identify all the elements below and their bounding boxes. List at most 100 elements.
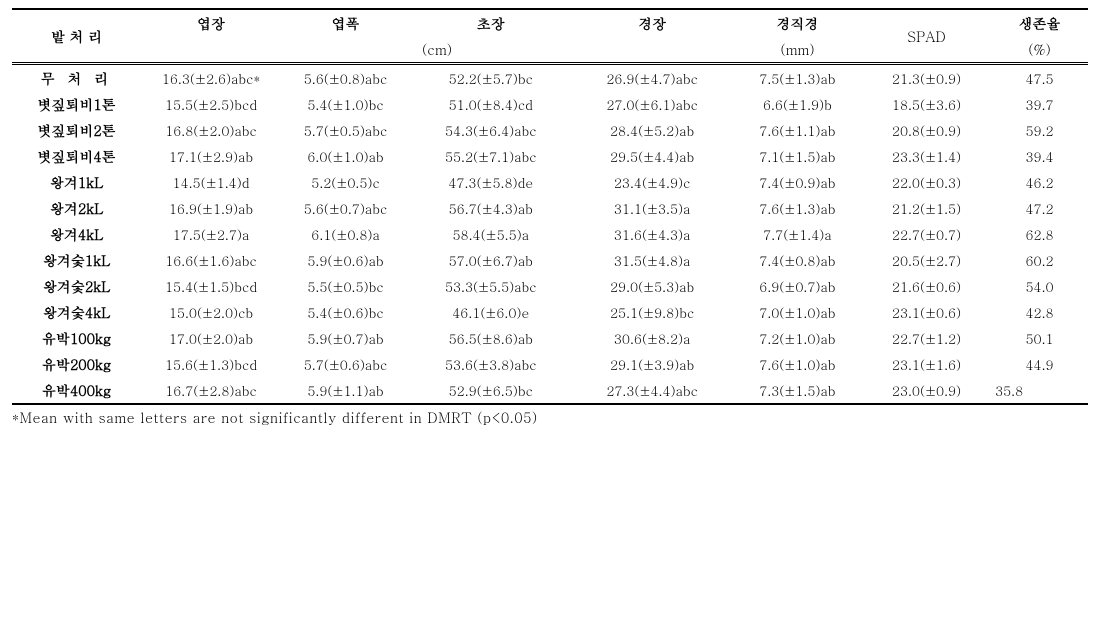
table-row: 유박100kg17.0(±2.0)ab5.9(±0.7)ab56.5(±8.6)… xyxy=(12,325,1088,351)
cell-treatment: 볏짚퇴비1톤 xyxy=(12,91,141,117)
cell-value: 16.9(±1.9)ab xyxy=(141,195,281,221)
cell-value: 16.7(±2.8)abc xyxy=(141,377,281,404)
cell-value: 17.5(±2.7)a xyxy=(141,221,281,247)
cell-treatment: 유박400kg xyxy=(12,377,141,404)
cell-value: 6.6(±1.9)b xyxy=(733,91,862,117)
cell-value: 23.3(±1.4) xyxy=(862,143,991,169)
unit-pct: (%) xyxy=(991,36,1088,64)
cell-value: 62.8 xyxy=(991,221,1088,247)
unit-cm: (cm) xyxy=(141,36,733,64)
cell-value: 22.7(±0.7) xyxy=(862,221,991,247)
cell-value: 57.0(±6.7)ab xyxy=(410,247,571,273)
cell-value: 52.2(±5.7)bc xyxy=(410,64,571,92)
cell-value: 15.6(±1.3)bcd xyxy=(141,351,281,377)
cell-value: 21.2(±1.5) xyxy=(862,195,991,221)
cell-value: 60.2 xyxy=(991,247,1088,273)
cell-value: 52.9(±6.5)bc xyxy=(410,377,571,404)
cell-value: 7.6(±1.3)ab xyxy=(733,195,862,221)
cell-value: 23.0(±0.9) xyxy=(862,377,991,404)
cell-treatment: 왕겨2kL xyxy=(12,195,141,221)
data-table: 밭 처 리 엽장 엽폭 초장 경장 경직경 SPAD 생존율 (cm) (mm)… xyxy=(12,8,1088,405)
cell-value: 56.7(±4.3)ab xyxy=(410,195,571,221)
cell-treatment: 유박100kg xyxy=(12,325,141,351)
col-plant-height: 초장 xyxy=(410,9,571,36)
cell-value: 17.1(±2.9)ab xyxy=(141,143,281,169)
cell-value: 5.2(±0.5)c xyxy=(281,169,410,195)
table-row: 왕겨1kL14.5(±1.4)d5.2(±0.5)c47.3(±5.8)de23… xyxy=(12,169,1088,195)
unit-mm: (mm) xyxy=(733,36,862,64)
cell-value: 28.4(±5.2)ab xyxy=(571,117,732,143)
cell-value: 5.9(±0.7)ab xyxy=(281,325,410,351)
cell-treatment: 왕겨숯1kL xyxy=(12,247,141,273)
table-row: 볏짚퇴비1톤15.5(±2.5)bcd5.4(±1.0)bc51.0(±8.4)… xyxy=(12,91,1088,117)
cell-value: 7.4(±0.8)ab xyxy=(733,247,862,273)
cell-value: 53.6(±3.8)abc xyxy=(410,351,571,377)
cell-value: 16.6(±1.6)abc xyxy=(141,247,281,273)
cell-value: 6.9(±0.7)ab xyxy=(733,273,862,299)
footnote: *Mean with same letters are not signific… xyxy=(12,407,1088,427)
cell-treatment: 왕겨숯2kL xyxy=(12,273,141,299)
cell-value: 21.3(±0.9) xyxy=(862,64,991,92)
cell-value: 5.5(±0.5)bc xyxy=(281,273,410,299)
table-row: 왕겨숯4kL15.0(±2.0)cb5.4(±0.6)bc46.1(±6.0)e… xyxy=(12,299,1088,325)
table-header: 밭 처 리 엽장 엽폭 초장 경장 경직경 SPAD 생존율 (cm) (mm)… xyxy=(12,9,1088,64)
table-row: 무 처 리16.3(±2.6)abc*5.6(±0.8)abc52.2(±5.7… xyxy=(12,64,1088,92)
cell-value: 31.5(±4.8)a xyxy=(571,247,732,273)
cell-value: 22.7(±1.2) xyxy=(862,325,991,351)
cell-value: 31.6(±4.3)a xyxy=(571,221,732,247)
col-leaf-width: 엽폭 xyxy=(281,9,410,36)
cell-value: 35.8 xyxy=(991,377,1088,404)
cell-treatment: 볏짚퇴비4톤 xyxy=(12,143,141,169)
cell-value: 31.1(±3.5)a xyxy=(571,195,732,221)
cell-value: 7.5(±1.3)ab xyxy=(733,64,862,92)
cell-value: 5.9(±0.6)ab xyxy=(281,247,410,273)
cell-value: 7.6(±1.0)ab xyxy=(733,351,862,377)
table-row: 왕겨숯2kL15.4(±1.5)bcd5.5(±0.5)bc53.3(±5.5)… xyxy=(12,273,1088,299)
cell-value: 54.0 xyxy=(991,273,1088,299)
cell-value: 7.0(±1.0)ab xyxy=(733,299,862,325)
cell-value: 6.0(±1.0)ab xyxy=(281,143,410,169)
cell-value: 20.5(±2.7) xyxy=(862,247,991,273)
cell-value: 7.2(±1.0)ab xyxy=(733,325,862,351)
cell-value: 16.8(±2.0)abc xyxy=(141,117,281,143)
cell-value: 46.1(±6.0)e xyxy=(410,299,571,325)
cell-value: 55.2(±7.1)abc xyxy=(410,143,571,169)
cell-value: 50.1 xyxy=(991,325,1088,351)
cell-value: 29.0(±5.3)ab xyxy=(571,273,732,299)
cell-value: 47.5 xyxy=(991,64,1088,92)
cell-treatment: 무 처 리 xyxy=(12,64,141,92)
cell-value: 7.1(±1.5)ab xyxy=(733,143,862,169)
cell-value: 15.0(±2.0)cb xyxy=(141,299,281,325)
table-row: 왕겨2kL16.9(±1.9)ab5.6(±0.7)abc56.7(±4.3)a… xyxy=(12,195,1088,221)
cell-value: 16.3(±2.6)abc* xyxy=(141,64,281,92)
cell-value: 25.1(±9.8)bc xyxy=(571,299,732,325)
table-row: 왕겨숯1kL16.6(±1.6)abc5.9(±0.6)ab57.0(±6.7)… xyxy=(12,247,1088,273)
table-row: 유박200kg15.6(±1.3)bcd5.7(±0.6)abc53.6(±3.… xyxy=(12,351,1088,377)
cell-value: 22.0(±0.3) xyxy=(862,169,991,195)
table-row: 왕겨4kL17.5(±2.7)a6.1(±0.8)a58.4(±5.5)a31.… xyxy=(12,221,1088,247)
cell-value: 17.0(±2.0)ab xyxy=(141,325,281,351)
cell-value: 23.1(±0.6) xyxy=(862,299,991,325)
col-stem-diameter: 경직경 xyxy=(733,9,862,36)
cell-value: 39.4 xyxy=(991,143,1088,169)
cell-value: 5.7(±0.5)abc xyxy=(281,117,410,143)
cell-value: 27.3(±4.4)abc xyxy=(571,377,732,404)
cell-value: 23.1(±1.6) xyxy=(862,351,991,377)
col-stem-length: 경장 xyxy=(571,9,732,36)
col-spad: SPAD xyxy=(862,9,991,64)
cell-value: 54.3(±6.4)abc xyxy=(410,117,571,143)
cell-value: 23.4(±4.9)c xyxy=(571,169,732,195)
cell-value: 29.5(±4.4)ab xyxy=(571,143,732,169)
cell-value: 47.3(±5.8)de xyxy=(410,169,571,195)
cell-value: 5.9(±1.1)ab xyxy=(281,377,410,404)
cell-value: 21.6(±0.6) xyxy=(862,273,991,299)
cell-value: 27.0(±6.1)abc xyxy=(571,91,732,117)
col-treatment: 밭 처 리 xyxy=(12,9,141,64)
cell-value: 7.6(±1.1)ab xyxy=(733,117,862,143)
cell-value: 7.3(±1.5)ab xyxy=(733,377,862,404)
cell-value: 42.8 xyxy=(991,299,1088,325)
cell-value: 53.3(±5.5)abc xyxy=(410,273,571,299)
col-leaf-length: 엽장 xyxy=(141,9,281,36)
cell-value: 7.7(±1.4)a xyxy=(733,221,862,247)
cell-treatment: 왕겨1kL xyxy=(12,169,141,195)
